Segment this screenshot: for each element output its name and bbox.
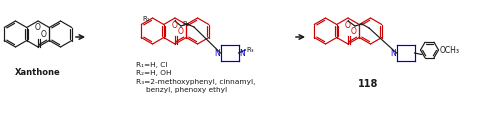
Text: 118: 118 (358, 78, 378, 88)
Text: N: N (214, 49, 220, 58)
Text: N: N (239, 49, 245, 58)
Text: Xanthone: Xanthone (15, 68, 61, 76)
Text: O: O (178, 27, 184, 36)
Text: O: O (41, 30, 46, 39)
Text: R₁=H, Cl: R₁=H, Cl (136, 61, 168, 67)
Text: O: O (172, 20, 178, 29)
Text: R₁: R₁ (142, 16, 150, 22)
Text: R₃: R₃ (246, 47, 254, 53)
Text: R₂=H, OH: R₂=H, OH (136, 70, 172, 76)
Text: O: O (35, 23, 41, 32)
Text: N: N (390, 49, 396, 58)
Text: O: O (351, 27, 356, 36)
Text: benzyl, phenoxy ethyl: benzyl, phenoxy ethyl (146, 87, 227, 93)
Text: O: O (345, 20, 351, 29)
Text: OCH₃: OCH₃ (440, 46, 460, 55)
Text: R₂: R₂ (182, 20, 190, 26)
Text: R₃=2-methoxyphenyl, cinnamyl,: R₃=2-methoxyphenyl, cinnamyl, (136, 78, 256, 84)
